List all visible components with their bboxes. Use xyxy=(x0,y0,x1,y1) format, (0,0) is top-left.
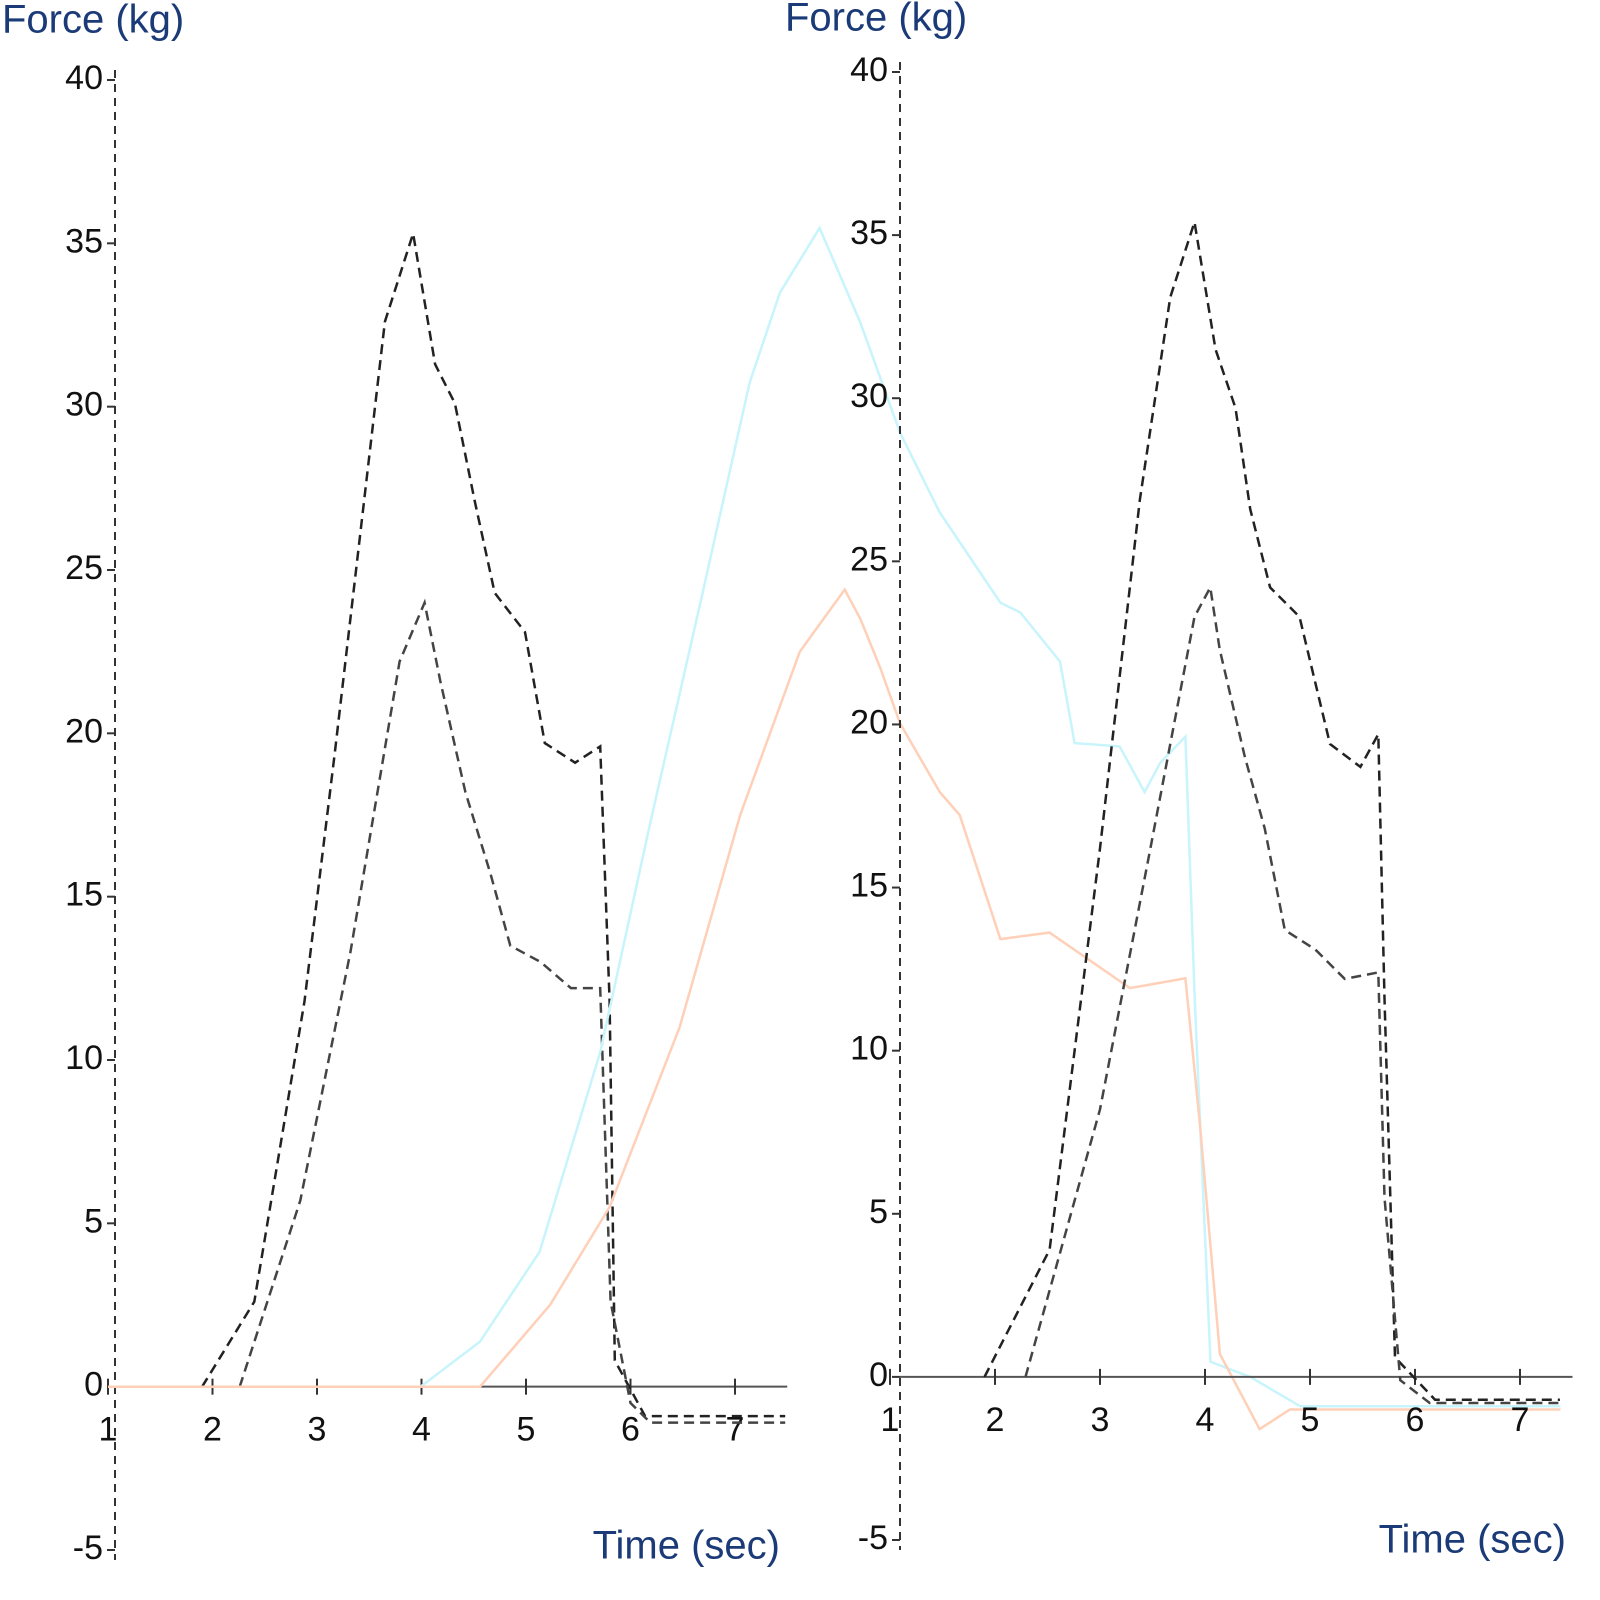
y-axis-label: Force (kg) xyxy=(2,0,184,42)
data-line xyxy=(1024,583,1560,1405)
data-line xyxy=(108,587,1561,1431)
x-tick-label: 5 xyxy=(1301,1401,1320,1439)
y-tick-label: 30 xyxy=(850,377,888,415)
x-tick-label: 1 xyxy=(99,1411,118,1449)
y-tick-label: 30 xyxy=(65,386,103,424)
x-axis-label: Time (sec) xyxy=(593,1524,780,1568)
x-tick-label: 7 xyxy=(726,1411,745,1449)
y-tick-label: 25 xyxy=(850,540,888,578)
y-tick-label: 15 xyxy=(65,876,103,914)
x-tick-label: 4 xyxy=(412,1411,431,1449)
x-tick-label: 7 xyxy=(1511,1401,1530,1439)
y-axis-label: Force (kg) xyxy=(785,0,967,40)
y-tick-label: 40 xyxy=(850,51,888,89)
x-tick-label: 3 xyxy=(1091,1401,1110,1439)
y-tick-label: -5 xyxy=(73,1529,103,1567)
y-tick-label: 35 xyxy=(850,214,888,252)
data-line xyxy=(983,221,1560,1401)
y-tick-label: 20 xyxy=(850,703,888,741)
y-tick-label: 0 xyxy=(869,1356,888,1394)
y-tick-label: 0 xyxy=(84,1366,103,1404)
y-tick-label: 15 xyxy=(850,867,888,905)
x-tick-label: 3 xyxy=(308,1411,327,1449)
x-tick-label: 6 xyxy=(1406,1401,1425,1439)
x-tick-label: 1 xyxy=(881,1401,900,1439)
y-tick-label: 20 xyxy=(65,712,103,750)
y-tick-label: 5 xyxy=(84,1202,103,1240)
data-line xyxy=(201,233,786,1418)
y-tick-label: -5 xyxy=(858,1519,888,1557)
x-axis-label: Time (sec) xyxy=(1379,1518,1566,1562)
y-tick-label: 35 xyxy=(65,222,103,260)
y-tick-label: 10 xyxy=(65,1039,103,1077)
x-tick-label: 4 xyxy=(1196,1401,1215,1439)
x-tick-label: 5 xyxy=(517,1411,536,1449)
x-tick-label: 2 xyxy=(986,1401,1005,1439)
data-line xyxy=(238,598,786,1424)
y-tick-label: 25 xyxy=(65,549,103,587)
y-tick-label: 5 xyxy=(869,1193,888,1231)
y-tick-label: 10 xyxy=(850,1030,888,1068)
x-tick-label: 6 xyxy=(621,1411,640,1449)
x-tick-label: 2 xyxy=(203,1411,222,1449)
y-tick-label: 40 xyxy=(65,59,103,97)
data-line xyxy=(108,225,1561,1408)
